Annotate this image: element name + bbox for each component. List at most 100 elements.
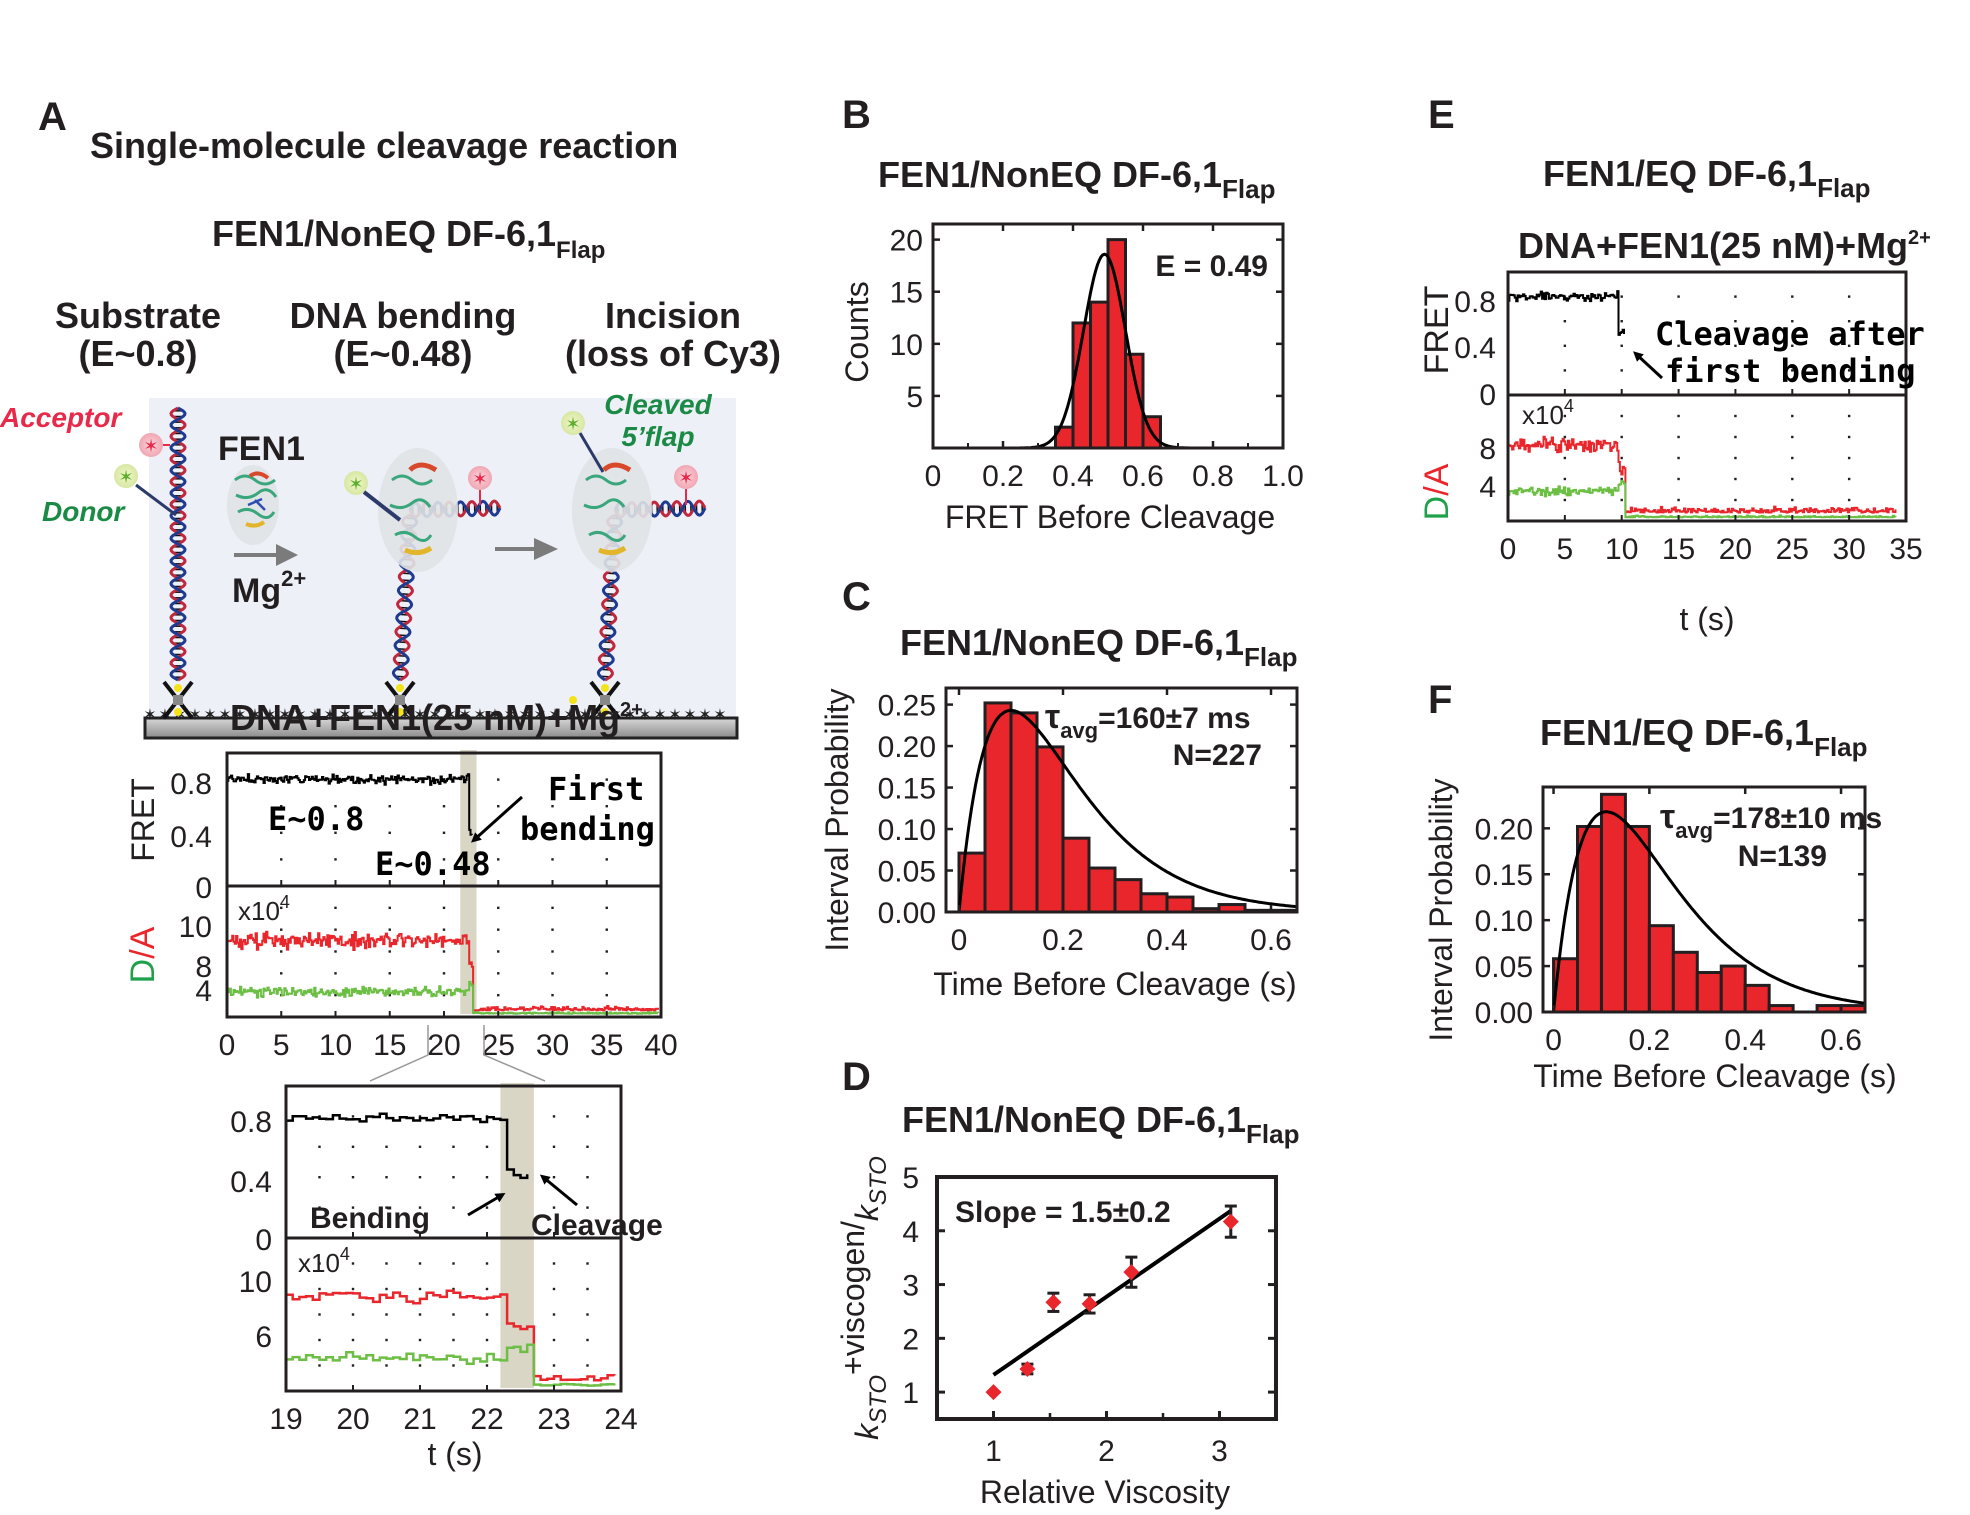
grid-dot [605,778,608,781]
x-tick-label: 0.4 [1146,924,1188,957]
grid-dot [552,1364,556,1367]
x-tick-label: 0.8 [1192,460,1234,493]
histogram-bar [1113,878,1143,914]
ylabel-viscogen: +viscogen/ [835,1221,871,1375]
biotin-dot [174,708,182,716]
title-main: FEN1/NonEQ DF-6,1 [878,154,1222,195]
grid-dot [385,1364,388,1367]
bending-arrow-icon [467,1192,506,1217]
x-tick-label: 2 [1098,1435,1115,1468]
grid-dot [1620,414,1623,418]
grid-dot [351,1176,355,1179]
grid-dot [418,1287,422,1291]
grid-dot [351,1262,355,1265]
panel-label-e: E [1428,93,1455,137]
y-tick-label: 10 [890,329,923,362]
grid-dot [418,1115,422,1118]
x-tick-label: 0 [951,924,968,957]
panel-a-subtitle: FEN1/NonEQ DF-6,1Flap [212,213,605,264]
grid-dot [1677,295,1680,298]
grid-dot [418,1364,422,1367]
grid-dot [388,928,391,931]
histogram-bar [1599,792,1627,1014]
grid-dot [1734,435,1737,439]
histogram-bar [1623,824,1651,1014]
grid-dot [1563,435,1567,439]
grid-dot [1677,414,1680,418]
grid-dot [442,906,446,910]
da-tick: 4 [1479,471,1496,504]
grid-dot [280,805,283,808]
grid-dot [605,831,608,834]
grid-dot [385,1338,388,1342]
grid-dot [334,993,337,997]
multiplier-sup: 4 [280,892,290,912]
da-ticks-e: 8 4 [1479,433,1496,504]
grid-dot [497,972,500,975]
zoom-connector-left [369,1025,429,1082]
grid-dot [485,1364,489,1367]
grid-dot [1847,344,1851,347]
grid-dot [485,1338,489,1342]
donor-label: Donor [42,496,127,527]
annotation-c-n: N=227 [1173,739,1262,772]
trace-grid [280,778,608,997]
grid-dot [1677,477,1680,481]
fret-axis-label: FRET [125,778,161,862]
fret-tick: 0 [195,872,212,905]
grid-dot [418,1176,422,1179]
grid-dot [551,993,554,997]
panel-f-title: FEN1/EQ DF-6,1Flap [1540,712,1868,762]
grid-dot [442,950,446,953]
trace-fret-ticks: 0.8 0.4 0 [170,768,212,905]
grid-dot [452,1338,455,1342]
grid-dot [1734,498,1737,502]
grid-dot [586,1206,589,1209]
x-tick-label: 0 [925,460,942,493]
x-tick-label: 0.6 [1250,924,1292,957]
grid-dot [551,906,554,910]
grid-dot [452,1176,455,1179]
tau-symbol: τ [1660,798,1675,836]
histogram-b: 0 0.2 0.4 0.6 0.8 1.0 5 10 15 20 [890,222,1304,493]
x-tick-label: 0 [219,1029,236,1062]
x-axis-label-c: Time Before Cleavage (s) [933,966,1296,1002]
da-label-slash: / [1418,486,1456,496]
grid-dot [1847,435,1851,439]
ylabel-k2: k [849,1203,885,1221]
tau-value: =160±7 ms [1098,702,1250,735]
panel-f: F FEN1/EQ DF-6,1Flap 0 0.2 0.4 0.60.000.050… [1423,678,1897,1094]
data-point [1222,1213,1239,1230]
biotin-dot [601,684,609,692]
grid-dot [388,993,391,997]
histogram-bar [1695,971,1723,1014]
grid-dot [485,1206,489,1209]
y-tick-label: 0.20 [1475,813,1533,846]
histogram-f: 0 0.2 0.4 0.6 0.00 0.05 0.10 0.15 0.20 [1475,785,1867,1057]
title-subscript: Flap [1222,174,1275,204]
trace-title-sup: 2+ [620,699,643,721]
panel-b: B FEN1/NonEQ DF-6,1Flap 0 0.2 0.4 0.6 0.8 1.0… [839,93,1304,535]
grid-dot [1677,344,1680,347]
schematic-background [149,398,736,722]
grid-dot [1847,477,1851,481]
y-tick-label: 5 [906,381,923,414]
grid-dot [280,972,283,975]
title-subscript: Flap [1246,1119,1299,1149]
acceptor-trace-line [227,930,659,1012]
grid-dot [1847,414,1851,418]
grid-dot [551,831,554,834]
grid-dot [452,1313,455,1316]
subtitle-main: FEN1/NonEQ DF-6,1 [212,213,556,254]
svg-text:✶: ✶ [348,474,363,494]
grid-dot [1847,320,1851,323]
peg-brush-icon: ✶ [638,707,651,724]
grid-dot [551,972,554,975]
grid-dot [351,1287,355,1291]
peg-brush-icon: ✶ [368,707,381,724]
x-tick-label: 22 [470,1403,503,1436]
peg-brush-icon: ✶ [293,707,306,724]
cleavage-label: Cleavage [531,1209,663,1242]
grid-dot [605,972,608,975]
plot-frame [1541,785,1867,1014]
